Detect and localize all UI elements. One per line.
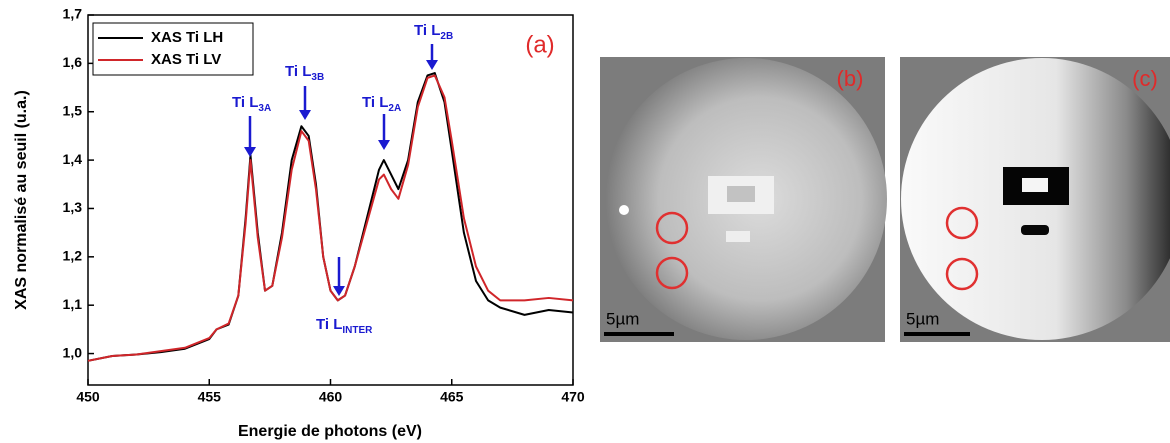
chart-title: (a) [525, 31, 554, 58]
y-tick-label: 1,6 [63, 54, 83, 70]
x-tick-label: 450 [76, 389, 100, 405]
annotation: Ti L2A [362, 94, 401, 114]
x-tick-label: 470 [561, 389, 585, 405]
legend-label: XAS Ti LH [151, 29, 223, 46]
scale-label: 5µm [906, 309, 939, 328]
annotation-text: Ti L [232, 94, 258, 111]
annotation: Ti L2B [414, 22, 453, 42]
annotation-text: Ti L [316, 316, 342, 333]
legend-box [92, 22, 254, 76]
image-feature [1021, 225, 1049, 235]
annotation-arrowhead [299, 110, 311, 120]
annotation-arrowhead [378, 140, 390, 150]
x-tick-label: 455 [198, 389, 222, 405]
panel-label: (b) [837, 66, 864, 91]
image-feature [726, 231, 750, 242]
panel-b: (b) 5µm [600, 57, 887, 342]
annotation-subscript: 3A [258, 103, 271, 114]
scale-label: 5µm [606, 309, 639, 328]
annotation: Ti L3A [232, 94, 271, 114]
marker-circle [655, 256, 689, 290]
panel-label: (c) [1132, 66, 1158, 91]
annotation-subscript: 2A [388, 103, 401, 114]
y-tick-label: 1,5 [63, 102, 83, 118]
annotation-arrowhead [333, 286, 345, 296]
y-tick-label: 1,1 [63, 296, 83, 312]
image-feature [619, 205, 629, 215]
y-tick-label: 1,3 [63, 199, 83, 215]
annotation-text: Ti L [285, 63, 311, 80]
marker-circle [945, 257, 979, 291]
y-tick-label: 1,4 [63, 151, 83, 167]
image-feature [1022, 178, 1048, 192]
y-tick-label: 1,7 [63, 6, 83, 22]
annotation-arrowhead [244, 147, 256, 157]
panel-c: (c) 5µm [900, 57, 1170, 342]
annotation: Ti L3B [285, 63, 324, 83]
image-feature [727, 186, 755, 202]
annotation-subscript: 2B [440, 31, 453, 42]
legend-label: XAS Ti LV [151, 51, 221, 68]
annotation-text: Ti L [362, 94, 388, 111]
annotation-text: Ti L [414, 22, 440, 39]
x-tick-label: 465 [440, 389, 464, 405]
marker-circle [945, 206, 979, 240]
annotation-subscript: INTER [342, 325, 373, 336]
y-tick-label: 1,0 [63, 344, 83, 360]
y-axis-label: XAS normalisé au seuil (u.a.) [13, 90, 30, 310]
annotation: Ti LINTER [316, 316, 373, 336]
y-tick-label: 1,2 [63, 248, 83, 264]
data-line [87, 74, 574, 362]
x-tick-label: 460 [319, 389, 343, 405]
annotation-arrowhead [426, 60, 438, 70]
marker-circle [655, 211, 689, 245]
x-axis-label: Energie de photons (eV) [238, 423, 422, 440]
annotation-subscript: 3B [311, 72, 324, 83]
